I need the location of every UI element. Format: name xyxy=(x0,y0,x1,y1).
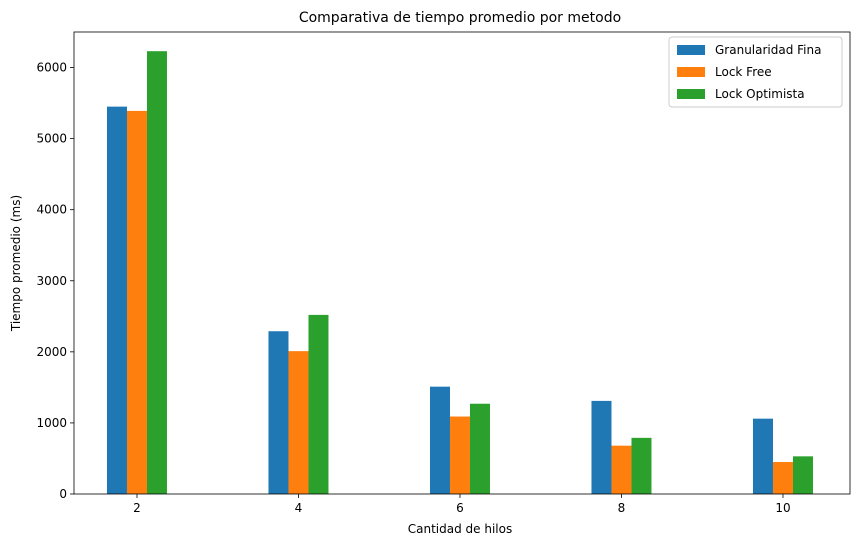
bar-lock-free-10 xyxy=(772,462,793,494)
y-tick-label: 6000 xyxy=(36,61,67,75)
bar-lock-free-4 xyxy=(288,351,309,494)
legend-label: Lock Optimista xyxy=(715,87,805,101)
x-tick-label: 6 xyxy=(456,501,464,515)
bar-lock-optimista-2 xyxy=(146,51,167,494)
x-axis-label: Cantidad de hilos xyxy=(408,522,512,536)
bar-granularidad-fina-2 xyxy=(106,106,127,494)
bar-lock-free-6 xyxy=(449,416,470,494)
bar-lock-optimista-6 xyxy=(469,403,490,494)
legend-swatch-granularidad-fina xyxy=(677,45,705,55)
x-tick-label: 10 xyxy=(775,501,790,515)
y-tick-label: 2000 xyxy=(36,345,67,359)
legend-box xyxy=(668,36,843,108)
legend-swatch-lock-free xyxy=(677,67,705,77)
legend-label: Granularidad Fina xyxy=(715,43,821,57)
y-tick-label: 1000 xyxy=(36,416,67,430)
x-tick-label: 4 xyxy=(295,501,303,515)
y-axis-ticks: 0 1000 2000 3000 4000 5000 6000 xyxy=(36,61,74,501)
bar-granularidad-fina-6 xyxy=(429,386,450,494)
bars-group xyxy=(106,51,813,495)
plot-area-frame xyxy=(73,31,851,495)
bar-lock-free-2 xyxy=(126,110,147,495)
y-tick-label: 4000 xyxy=(36,203,67,217)
y-tick-label: 5000 xyxy=(36,132,67,146)
bar-lock-free-8 xyxy=(611,445,632,494)
bar-granularidad-fina-10 xyxy=(752,418,773,494)
x-tick-label: 8 xyxy=(618,501,626,515)
bar-granularidad-fina-4 xyxy=(268,331,289,494)
x-axis-ticks: 2 4 6 8 10 xyxy=(133,494,791,515)
y-tick-label: 0 xyxy=(59,487,67,501)
bar-lock-optimista-10 xyxy=(792,456,813,494)
y-axis-label: Tiempo promedio (ms) xyxy=(9,195,23,332)
legend-label: Lock Free xyxy=(715,65,772,79)
y-tick-label: 3000 xyxy=(36,274,67,288)
x-tick-label: 2 xyxy=(133,501,141,515)
bar-granularidad-fina-8 xyxy=(591,400,612,494)
bar-lock-optimista-4 xyxy=(308,314,329,494)
bar-lock-optimista-8 xyxy=(631,437,652,494)
legend-swatch-lock-optimista xyxy=(677,89,705,99)
legend: Granularidad Fina Lock Free Lock Optimista xyxy=(668,36,843,108)
chart-title: Comparativa de tiempo promedio por metod… xyxy=(299,10,621,26)
